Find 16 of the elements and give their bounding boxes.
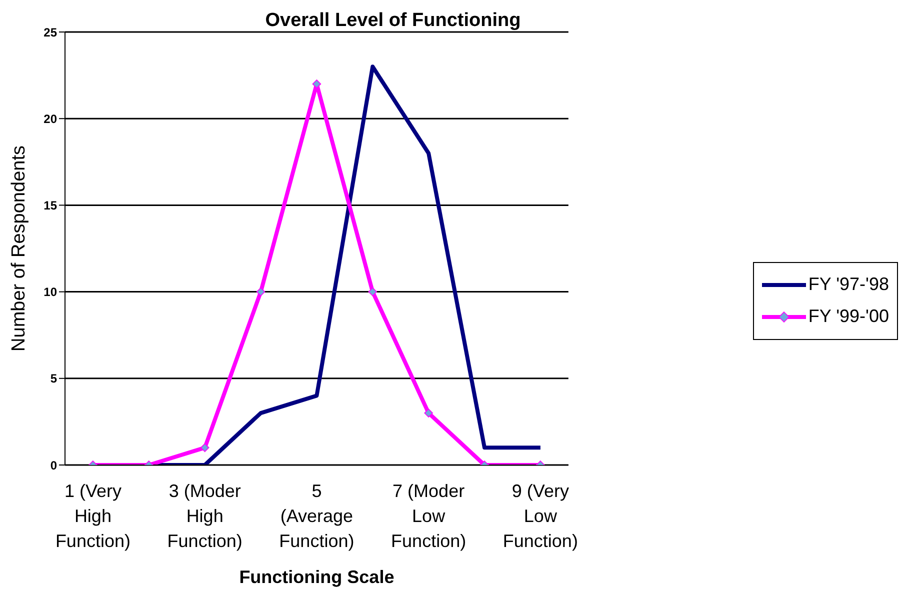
y-axis-title: Number of Respondents [8, 146, 30, 352]
y-tick-label: 0 [50, 458, 58, 472]
x-axis-title: Functioning Scale [239, 567, 394, 587]
x-tick-label: 1 (Very High Function) [55, 481, 130, 551]
y-tick-label: 20 [44, 112, 58, 126]
y-tick-label: 10 [44, 285, 58, 300]
legend-label: FY '97-'98 [808, 274, 889, 295]
x-tick-label: 5 (Average Function) [279, 481, 354, 551]
y-tick-label: 15 [44, 198, 58, 212]
legend-label: FY '99-'00 [808, 306, 889, 327]
x-tick-label: 9 (Very Low Function) [502, 481, 578, 551]
chart-title: Overall Level of Functioning [264, 10, 522, 32]
x-tick-label: 7 (Moder Low Function) [391, 481, 466, 551]
y-tick-label: 25 [44, 25, 58, 40]
x-tick-label: 3 (Moder High Function) [167, 481, 242, 551]
y-tick-label: 5 [50, 372, 58, 386]
